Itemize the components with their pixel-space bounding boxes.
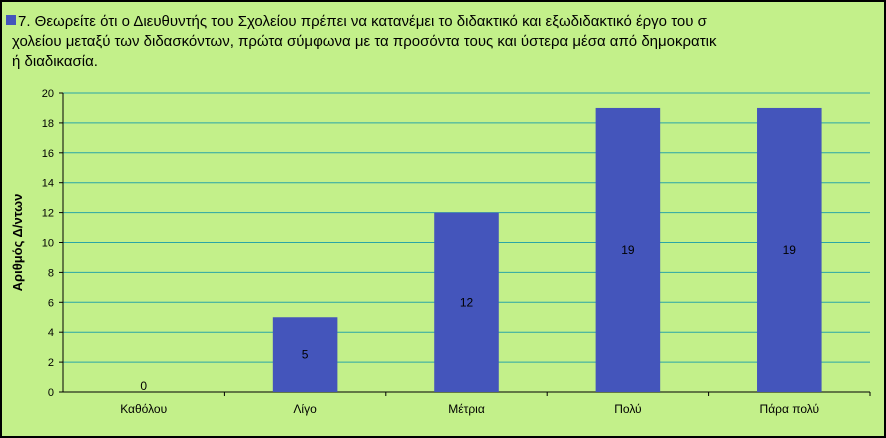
y-axis-title: Αριθμός Δ/ντων	[10, 194, 25, 292]
y-tick-label: 6	[48, 297, 54, 309]
y-tick-label: 4	[48, 327, 54, 339]
y-tick-label: 20	[42, 88, 54, 100]
title-line-1-text: 7. Θεωρείτε ότι ο Διευθυντής του Σχολείο…	[18, 13, 707, 30]
y-tick-label: 8	[48, 267, 54, 279]
bar	[757, 107, 822, 392]
legend-swatch	[6, 15, 16, 25]
data-label: 12	[460, 295, 474, 309]
y-tick-label: 10	[42, 238, 54, 250]
y-tick-label: 18	[42, 118, 54, 130]
x-tick-label: Καθόλου	[120, 402, 167, 416]
y-tick-label: 12	[42, 208, 54, 220]
bar	[434, 212, 499, 392]
x-tick-label: Μέτρια	[448, 402, 485, 416]
y-tick-label: 14	[42, 178, 54, 190]
x-tick-label: Πάρα πολύ	[760, 402, 820, 416]
title-line-1: 7. Θεωρείτε ότι ο Διευθυντής του Σχολείο…	[6, 12, 872, 32]
bar	[272, 317, 338, 392]
data-label: 5	[302, 348, 309, 362]
title-line-3: ή διαδικασία.	[12, 53, 98, 70]
x-tick-label: Πολύ	[614, 402, 641, 416]
title-line-2: χολείου μεταξύ των διδασκόντων, πρώτα σύ…	[12, 33, 717, 50]
data-label: 19	[783, 243, 797, 257]
y-tick-label: 0	[48, 387, 54, 399]
data-label: 19	[621, 243, 635, 257]
y-tick-label: 2	[48, 357, 54, 369]
x-tick-label: Λίγο	[293, 402, 317, 416]
data-label: 0	[140, 379, 147, 393]
bar	[595, 107, 661, 392]
y-tick-label: 16	[42, 148, 54, 160]
chart-title: 7. Θεωρείτε ότι ο Διευθυντής του Σχολείο…	[6, 12, 872, 72]
